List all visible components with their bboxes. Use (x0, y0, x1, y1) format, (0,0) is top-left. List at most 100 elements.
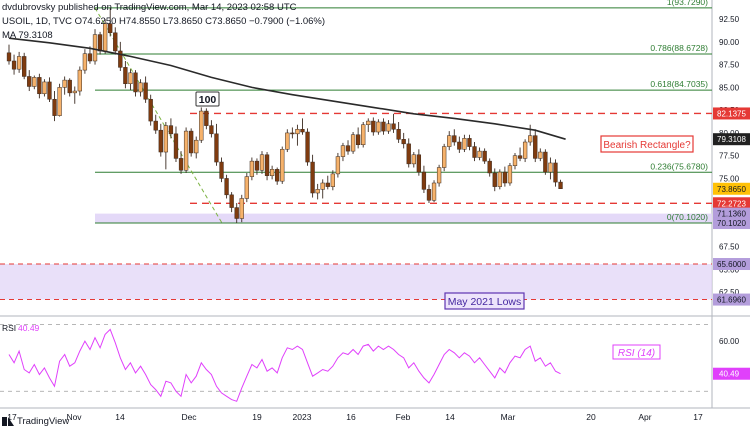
candle[interactable] (163, 121, 169, 170)
candle[interactable] (507, 162, 513, 186)
candle[interactable] (77, 66, 82, 96)
candle[interactable] (173, 126, 179, 163)
candle[interactable] (502, 166, 508, 187)
candle[interactable] (371, 117, 376, 136)
candle[interactable] (330, 170, 335, 191)
candle[interactable] (275, 167, 280, 185)
candle[interactable] (517, 147, 523, 162)
time-axis-tick[interactable]: Nov (66, 412, 82, 422)
time-axis-tick[interactable]: Mar (501, 412, 516, 422)
candle[interactable] (168, 118, 174, 139)
candle[interactable] (320, 179, 325, 199)
candle[interactable] (229, 192, 234, 213)
candle[interactable] (538, 148, 543, 162)
candle[interactable] (497, 169, 502, 190)
candle[interactable] (391, 113, 396, 133)
candle[interactable] (280, 146, 285, 184)
candle[interactable] (543, 149, 548, 175)
candle[interactable] (264, 152, 270, 181)
time-axis-tick[interactable]: Apr (638, 412, 651, 422)
candles-layer[interactable] (6, 8, 563, 224)
candle[interactable] (290, 127, 295, 139)
candle[interactable] (11, 54, 17, 75)
candle[interactable] (108, 8, 113, 37)
candle[interactable] (87, 46, 93, 64)
candle[interactable] (133, 70, 138, 97)
candle[interactable] (178, 151, 184, 174)
candle[interactable] (442, 143, 447, 172)
candle[interactable] (158, 123, 163, 157)
candle[interactable] (6, 44, 12, 65)
candle[interactable] (234, 203, 239, 224)
time-axis-tick[interactable]: 2023 (293, 412, 312, 422)
candle[interactable] (214, 123, 219, 166)
candle[interactable] (37, 73, 42, 99)
candle[interactable] (335, 152, 341, 178)
candle[interactable] (411, 152, 416, 168)
candle[interactable] (199, 107, 204, 143)
candle[interactable] (366, 118, 371, 133)
candle[interactable] (462, 134, 467, 153)
candle[interactable] (52, 91, 57, 122)
candle[interactable] (254, 158, 260, 175)
candle[interactable] (32, 75, 37, 90)
candle[interactable] (209, 120, 214, 138)
price-axis-tick[interactable]: 90.00 (719, 38, 740, 47)
candle[interactable] (472, 142, 477, 162)
symbol-ohlc-line[interactable]: USOIL, 1D, TVC O74.6250 H74.8550 L73.865… (2, 16, 326, 27)
candle[interactable] (492, 168, 497, 192)
candle[interactable] (249, 157, 255, 181)
candle[interactable] (224, 174, 229, 199)
candle[interactable] (123, 60, 128, 89)
candle[interactable] (528, 124, 533, 146)
candle[interactable] (386, 120, 391, 134)
rsi-legend-name[interactable]: RSI (2, 323, 16, 333)
candle[interactable] (361, 121, 366, 148)
time-axis-tick[interactable]: 20 (586, 412, 596, 422)
price-axis-tick[interactable]: 77.50 (719, 152, 740, 161)
candle[interactable] (143, 76, 148, 103)
candle[interactable] (421, 165, 427, 194)
candle[interactable] (113, 27, 118, 55)
price-axis-tick[interactable]: 87.50 (719, 61, 740, 70)
candle[interactable] (426, 184, 432, 204)
candle[interactable] (259, 151, 265, 174)
candle[interactable] (62, 76, 67, 95)
price-axis-tick[interactable]: 62.50 (719, 288, 740, 297)
tradingview-logo[interactable]: TradingView (2, 416, 69, 427)
candle[interactable] (533, 129, 538, 163)
candle[interactable] (22, 52, 27, 80)
candle[interactable] (148, 94, 153, 126)
candle[interactable] (244, 172, 249, 203)
candle[interactable] (92, 29, 98, 65)
candle[interactable] (487, 158, 492, 177)
price-axis-layer[interactable]: 92.5090.0087.5085.0082.5080.0077.5075.00… (713, 15, 750, 306)
time-axis-tick[interactable]: Dec (181, 412, 197, 422)
candle[interactable] (315, 183, 320, 200)
candle[interactable] (153, 114, 158, 134)
candle[interactable] (118, 41, 123, 72)
candle[interactable] (67, 78, 72, 97)
candle[interactable] (401, 132, 406, 149)
time-axis-tick[interactable]: 19 (252, 412, 262, 422)
candle[interactable] (416, 149, 422, 176)
candle[interactable] (189, 128, 194, 157)
candle[interactable] (376, 119, 381, 135)
candle[interactable] (436, 164, 442, 187)
candle[interactable] (345, 140, 351, 155)
price-axis-tick[interactable]: 85.00 (719, 83, 740, 92)
candle[interactable] (72, 86, 77, 104)
price-axis-tick[interactable]: 67.50 (719, 243, 740, 252)
candle[interactable] (512, 152, 518, 170)
candle[interactable] (239, 194, 244, 223)
candle[interactable] (42, 79, 47, 97)
candle[interactable] (558, 179, 563, 189)
candle[interactable] (128, 69, 133, 91)
candle[interactable] (47, 77, 52, 102)
candle[interactable] (406, 138, 411, 168)
candle[interactable] (381, 118, 386, 135)
candle[interactable] (269, 165, 275, 180)
candle[interactable] (219, 157, 224, 183)
candle[interactable] (300, 118, 305, 135)
candle[interactable] (396, 121, 401, 143)
